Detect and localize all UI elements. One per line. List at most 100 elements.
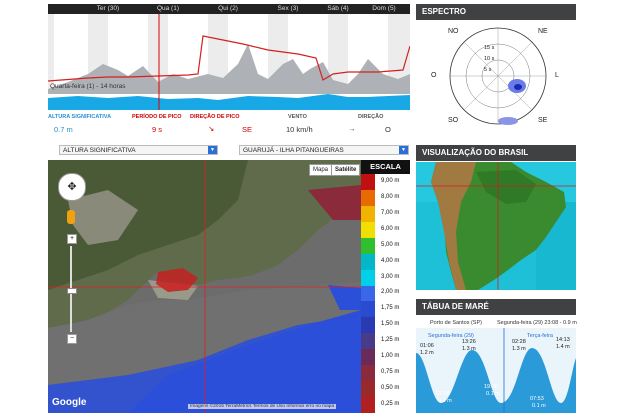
tide-low-time: 07:09 — [436, 391, 450, 397]
pan-control[interactable]: ✥ — [58, 173, 86, 201]
scale-swatch — [361, 301, 375, 318]
day-label[interactable]: Sex (3) — [258, 4, 318, 14]
scale-label: 2,00 m — [381, 289, 400, 296]
scale-step: 1,25 m — [361, 333, 410, 350]
scale-swatch — [361, 285, 375, 302]
scale-label: 6,00 m — [381, 225, 400, 232]
scale-step: 0,75 m — [361, 365, 410, 382]
day-label[interactable]: Dom (5) — [358, 4, 410, 14]
tide-date-info: Segunda-feira (29) 23:08 - 0.9 m — [497, 320, 577, 326]
forecast-chart[interactable]: Ter (30) Qua (1) Qui (2) Sex (3) Sáb (4)… — [48, 4, 410, 110]
stat-value-period: 9 s — [152, 125, 163, 134]
tide-chart[interactable] — [416, 328, 576, 413]
scale-step: 9,00 m — [361, 174, 410, 190]
scale-step: 0,50 m — [361, 381, 410, 398]
day-label[interactable]: Qua (1) — [138, 4, 198, 14]
tab-map[interactable]: Mapa — [309, 164, 333, 176]
dir-label-so: SO — [448, 117, 459, 124]
tide-low-time: 19:36 — [484, 384, 498, 390]
tide-high-height: 1.3 m — [512, 346, 526, 352]
scale-label: 1,25 m — [381, 337, 400, 344]
zoom-slider-handle[interactable] — [67, 288, 77, 294]
pegman-icon[interactable] — [67, 210, 75, 224]
spectrum-plot[interactable] — [416, 22, 576, 134]
scale-step: 2,00 m — [361, 285, 410, 302]
tide-high-time: 14:13 — [556, 337, 570, 343]
scale-swatch — [361, 253, 375, 270]
scale-label: 0,75 m — [381, 369, 400, 376]
parameter-select[interactable]: ALTURA SIGNIFICATIVA ▼ — [59, 145, 218, 155]
cursor-label: Quarta-feira (1) - 14 horas — [50, 83, 126, 90]
day-label[interactable]: Qui (2) — [198, 4, 258, 14]
tab-satellite[interactable]: Satélite — [331, 164, 361, 176]
dir-label-no: NO — [448, 28, 459, 35]
chevron-down-icon: ▼ — [399, 146, 408, 154]
scale-step: 1,00 m — [361, 349, 410, 366]
tide-low-height: 0.1 m — [486, 391, 500, 397]
tide-high-time: 02:28 — [512, 339, 526, 345]
stat-value-height: 0.7 m — [54, 125, 73, 134]
scale-step: 1,75 m — [361, 301, 410, 318]
scale-step: 5,00 m — [361, 237, 410, 254]
location-select[interactable]: GUARUJÁ - ILHA PITANGUEIRAS ▼ — [239, 145, 409, 155]
scale-label: 3,00 m — [381, 273, 400, 280]
scale-label: 8,00 m — [381, 193, 400, 200]
tide-port: Porto de Santos (SP) — [430, 320, 482, 326]
stat-label-direction: DIREÇÃO DE PICO — [190, 114, 240, 120]
ring-label: 10 s — [484, 56, 495, 62]
day-label[interactable]: Sáb (4) — [308, 4, 368, 14]
dir-label-o: O — [431, 72, 437, 79]
chevron-down-icon: ▼ — [208, 146, 217, 154]
parameter-select-value: ALTURA SIGNIFICATIVA — [63, 147, 136, 154]
forecast-stats: ALTURA SIGNIFICATIVA 0.7 m PERÍODO DE PI… — [48, 114, 410, 138]
brasil-map[interactable] — [416, 162, 576, 290]
scale-swatch — [361, 397, 375, 413]
tide-high-height: 1.4 m — [556, 344, 570, 350]
google-logo[interactable]: Google — [52, 397, 87, 408]
dir-label-se: SE — [538, 117, 548, 124]
zoom-in-button[interactable]: + — [67, 234, 77, 244]
stat-value-direction: SE — [242, 125, 253, 134]
scale-label: 7,00 m — [381, 209, 400, 216]
scale-label: 0,50 m — [381, 385, 400, 392]
scale-label: 0,25 m — [381, 401, 400, 408]
scale-swatch — [361, 349, 375, 366]
stat-value-wind-direction: O — [385, 125, 391, 134]
forecast-chart-svg — [48, 14, 410, 110]
tide-high-height: 1.3 m — [462, 346, 476, 352]
location-select-value: GUARUJÁ - ILHA PITANGUEIRAS — [243, 147, 344, 154]
scale-swatch — [361, 269, 375, 286]
brasil-title: VISUALIZAÇÃO DO BRASIL — [416, 145, 576, 161]
scale-swatch — [361, 333, 375, 350]
stat-label-height: ALTURA SIGNIFICATIVA — [48, 114, 112, 120]
scale-step: 4,00 m — [361, 253, 410, 270]
dir-label-ne: NE — [538, 28, 548, 35]
map-view[interactable]: ✥ + − Google Imagens ©2015 TerraMetrics … — [48, 160, 361, 413]
scale-label: 1,00 m — [381, 353, 400, 360]
scale-swatch — [361, 189, 375, 206]
wind-arrow-icon: → — [348, 124, 356, 133]
tide-low-height: 0.2 m — [438, 398, 452, 404]
scale-swatch — [361, 365, 375, 382]
map-attribution[interactable]: Imagens ©2015 TerraMetrics Termos de Uso… — [188, 404, 337, 409]
scale-swatch — [361, 381, 375, 398]
stat-label-period: PERÍODO DE PICO — [132, 114, 182, 120]
stat-value-wind: 10 km/h — [286, 125, 313, 134]
scale-swatch — [361, 221, 375, 238]
scale-step: 1,50 m — [361, 317, 410, 334]
scale-label: 9,00 m — [381, 177, 400, 184]
color-scale: 9,00 m 8,00 m 7,00 m 6,00 m 5,00 m 4,00 m 3,00… — [361, 174, 410, 413]
tide-day1: Segunda-feira (29) — [428, 333, 474, 339]
tide-day2: Terça-feira — [527, 333, 553, 339]
scale-title: ESCALA — [361, 160, 410, 174]
scale-swatch — [361, 174, 375, 190]
scale-label: 5,00 m — [381, 241, 400, 248]
scale-label: 1,75 m — [381, 305, 400, 312]
scale-step: 0,25 m — [361, 397, 410, 413]
zoom-out-button[interactable]: − — [67, 334, 77, 344]
scale-step: 7,00 m — [361, 205, 410, 222]
spectrum-title: ESPECTRO — [416, 4, 576, 20]
stat-label-wind-direction: DIREÇÃO — [358, 114, 384, 120]
tide-low-time: 07:53 — [530, 396, 544, 402]
day-label[interactable]: Ter (30) — [78, 4, 138, 14]
